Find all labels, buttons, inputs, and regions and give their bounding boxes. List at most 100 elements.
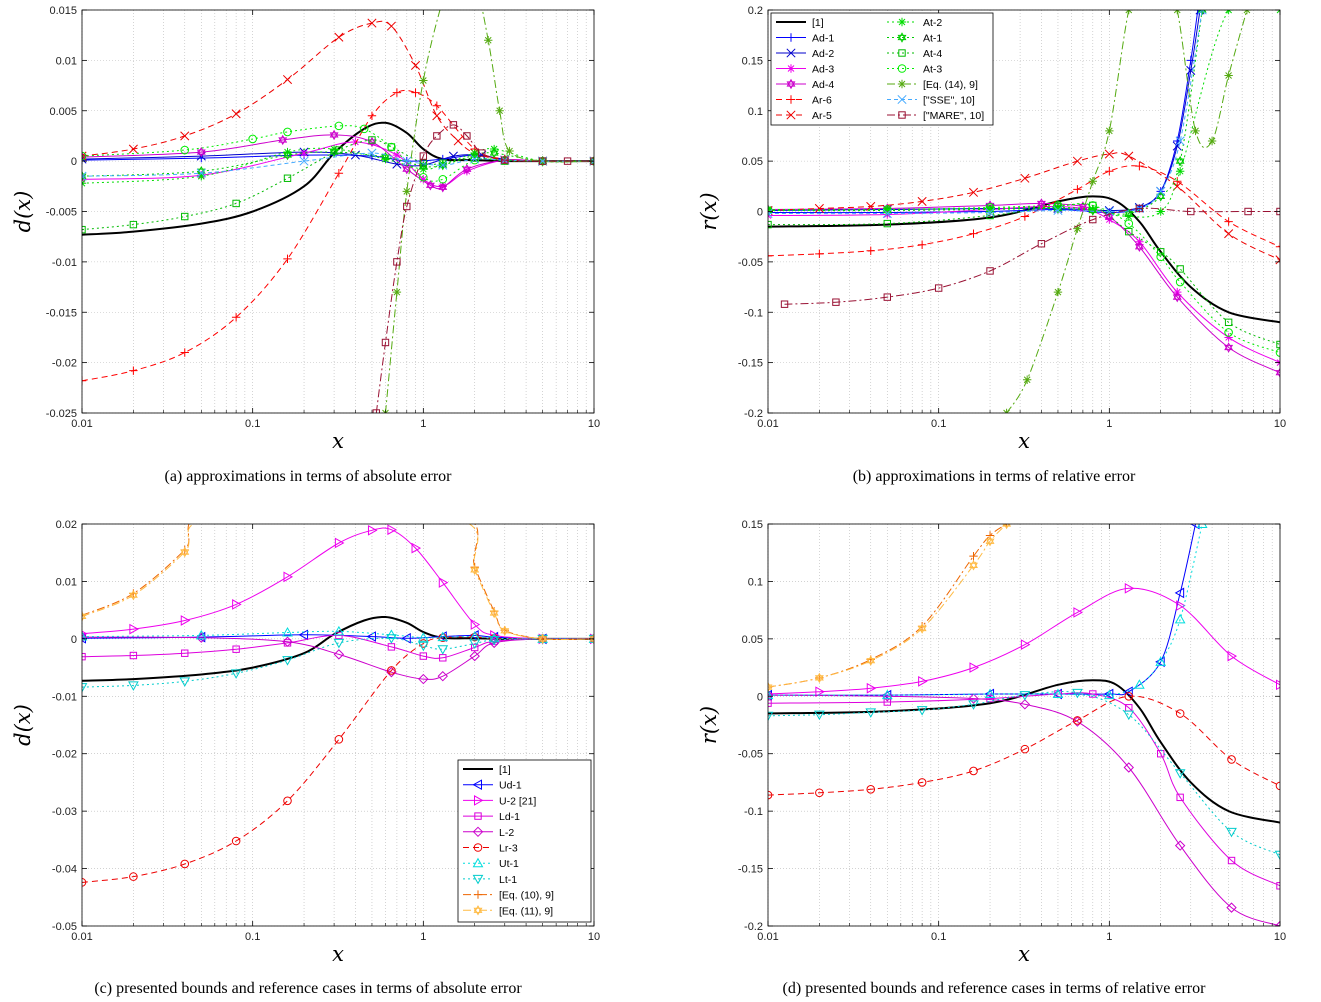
legend-marker bbox=[897, 32, 907, 43]
x-axis-label: x bbox=[332, 942, 344, 966]
data-point bbox=[82, 171, 87, 181]
data-point bbox=[180, 348, 189, 357]
data-point bbox=[538, 157, 547, 165]
legend-marker bbox=[897, 64, 907, 73]
series-ar-6 bbox=[768, 161, 1280, 261]
data-point bbox=[1036, 198, 1046, 209]
data-point bbox=[1123, 710, 1135, 721]
x-axis-label: x bbox=[1018, 942, 1030, 966]
data-point bbox=[470, 149, 480, 161]
data-point bbox=[469, 639, 481, 649]
data-point bbox=[211, 514, 218, 522]
legend-label: [Eq. (11), 9] bbox=[499, 905, 553, 917]
data-point bbox=[489, 607, 499, 619]
data-point bbox=[484, 36, 493, 45]
data-point bbox=[1275, 367, 1280, 378]
data-point bbox=[82, 171, 87, 182]
data-point bbox=[367, 524, 378, 536]
legend-label: Ar-6 bbox=[812, 95, 832, 107]
data-point bbox=[128, 144, 138, 154]
y-tick-label: -0.04 bbox=[52, 864, 77, 876]
data-point bbox=[418, 673, 429, 685]
data-point bbox=[438, 633, 448, 643]
legend-label: At-2 bbox=[923, 17, 942, 29]
data-point bbox=[1134, 679, 1145, 689]
data-point bbox=[768, 220, 772, 229]
y-tick-label: -0.1 bbox=[744, 806, 763, 818]
data-point bbox=[392, 88, 402, 97]
y-tick-label: 0.02 bbox=[56, 519, 77, 531]
series-line bbox=[784, 207, 1280, 305]
series-line bbox=[82, 147, 594, 184]
data-point bbox=[419, 76, 428, 85]
data-point bbox=[392, 287, 402, 297]
panel-caption: (b) approximations in terms of relative … bbox=[853, 468, 1136, 485]
legend-label: Ud-1 bbox=[499, 780, 522, 792]
y-tick-label: -0.2 bbox=[744, 921, 763, 933]
data-point bbox=[1197, 10, 1207, 15]
data-point bbox=[985, 207, 995, 218]
x-tick-label: 10 bbox=[588, 418, 600, 430]
data-point bbox=[463, 132, 471, 140]
data-point bbox=[282, 74, 293, 85]
data-point bbox=[180, 615, 191, 626]
y-tick-label: 0 bbox=[757, 207, 763, 219]
data-point bbox=[538, 633, 548, 645]
legend-label: Ad-1 bbox=[812, 33, 834, 45]
legend-marker bbox=[786, 48, 796, 58]
data-point bbox=[815, 788, 824, 798]
y-tick-label: 0 bbox=[71, 634, 77, 646]
data-point bbox=[367, 18, 377, 28]
data-point bbox=[419, 152, 428, 160]
data-point bbox=[1224, 342, 1234, 353]
data-point bbox=[1276, 679, 1280, 691]
data-point bbox=[1224, 229, 1234, 239]
series-line bbox=[768, 10, 1280, 218]
data-point bbox=[1089, 690, 1097, 698]
data-point bbox=[1124, 151, 1134, 161]
y-tick-label: -0.015 bbox=[46, 307, 77, 319]
legend-item-u-2-21: U-2 [21] bbox=[463, 795, 536, 807]
data-point bbox=[866, 246, 875, 255]
data-point bbox=[589, 633, 594, 645]
data-point bbox=[815, 686, 825, 698]
data-point bbox=[282, 636, 293, 647]
legend-marker bbox=[474, 795, 484, 806]
panel-caption: (d) presented bounds and reference cases… bbox=[783, 980, 1207, 997]
x-tick-label: 10 bbox=[1274, 931, 1286, 943]
data-point bbox=[1275, 255, 1280, 265]
data-point bbox=[1224, 71, 1233, 80]
data-point bbox=[419, 175, 428, 184]
series-line bbox=[768, 10, 1201, 212]
data-point bbox=[1224, 333, 1233, 342]
data-point bbox=[985, 204, 995, 213]
x-tick-label: 0.01 bbox=[71, 418, 92, 430]
series-line bbox=[82, 637, 594, 688]
data-point bbox=[129, 651, 138, 660]
data-point bbox=[1173, 177, 1182, 186]
series-eq-11-9 bbox=[768, 524, 1012, 693]
series-line bbox=[82, 636, 594, 680]
data-point bbox=[419, 159, 428, 167]
legend-label: [Eq. (10), 9] bbox=[499, 890, 554, 902]
data-point bbox=[1072, 688, 1083, 699]
legend-item-ad-4: Ad-4 bbox=[776, 78, 834, 91]
legend-item-ld-1: Ld-1 bbox=[463, 811, 520, 823]
y-tick-label: -0.01 bbox=[52, 257, 77, 269]
series-line bbox=[768, 10, 1203, 215]
legend-item-1: [1] bbox=[463, 764, 511, 776]
data-point bbox=[129, 220, 138, 229]
data-point bbox=[367, 111, 377, 120]
data-point bbox=[282, 627, 293, 637]
y-axis-label: d(x) bbox=[11, 191, 35, 233]
y-tick-label: 0.015 bbox=[49, 5, 77, 17]
legend-marker bbox=[473, 890, 483, 899]
data-point bbox=[917, 623, 927, 634]
data-point bbox=[283, 174, 292, 182]
data-point bbox=[1037, 202, 1046, 211]
y-axis-label: r(x) bbox=[697, 706, 721, 744]
legend-label: ["SSE", 10] bbox=[923, 95, 975, 107]
series-line bbox=[82, 524, 594, 641]
series-line bbox=[375, 124, 594, 413]
data-point bbox=[1276, 340, 1280, 349]
